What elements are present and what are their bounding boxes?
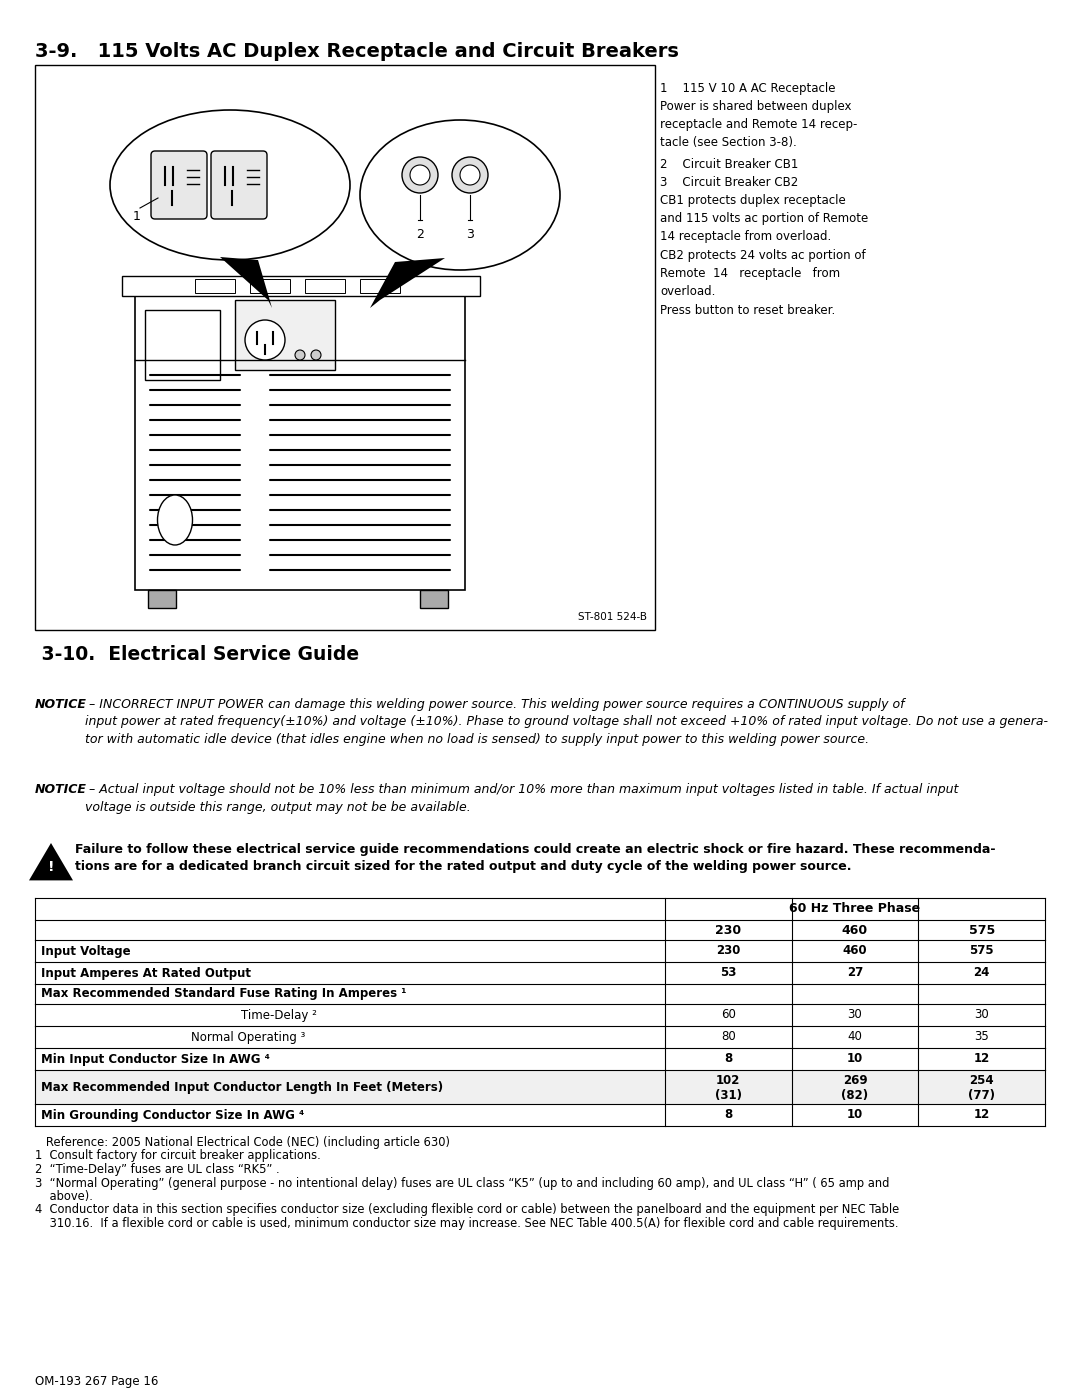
Bar xyxy=(135,291,465,590)
Polygon shape xyxy=(220,257,272,307)
Text: 254: 254 xyxy=(970,1074,994,1087)
Text: 3: 3 xyxy=(465,228,474,242)
Bar xyxy=(35,1070,1045,1104)
Text: Failure to follow these electrical service guide recommendations could create an: Failure to follow these electrical servi… xyxy=(75,842,996,873)
Bar xyxy=(122,277,480,296)
Text: Min Input Conductor Size In AWG ⁴: Min Input Conductor Size In AWG ⁴ xyxy=(41,1052,270,1066)
Circle shape xyxy=(295,351,305,360)
Bar xyxy=(35,940,1045,963)
Text: 460: 460 xyxy=(842,944,867,957)
Text: 230: 230 xyxy=(716,944,741,957)
Text: 102: 102 xyxy=(716,1074,741,1087)
Ellipse shape xyxy=(158,495,192,545)
Text: Normal Operating ³: Normal Operating ³ xyxy=(191,1031,306,1044)
Text: 60 Hz Three Phase: 60 Hz Three Phase xyxy=(789,902,920,915)
Text: 1    115 V 10 A AC Receptacle: 1 115 V 10 A AC Receptacle xyxy=(660,82,836,95)
FancyBboxPatch shape xyxy=(151,151,207,219)
Text: 12: 12 xyxy=(973,1052,989,1066)
Text: !: ! xyxy=(48,859,54,873)
Text: 8: 8 xyxy=(725,1052,732,1066)
Text: 269: 269 xyxy=(842,1074,867,1087)
Text: Press button to reset breaker.: Press button to reset breaker. xyxy=(660,305,835,317)
Circle shape xyxy=(402,156,438,193)
Text: 24: 24 xyxy=(973,967,990,979)
Text: OM-193 267 Page 16: OM-193 267 Page 16 xyxy=(35,1375,159,1389)
Text: (82): (82) xyxy=(841,1088,868,1101)
Text: 27: 27 xyxy=(847,967,863,979)
Text: 310.16.  If a flexible cord or cable is used, minimum conductor size may increas: 310.16. If a flexible cord or cable is u… xyxy=(35,1217,899,1229)
Text: 10: 10 xyxy=(847,1108,863,1122)
Text: – INCORRECT INPUT POWER can damage this welding power source. This welding power: – INCORRECT INPUT POWER can damage this … xyxy=(85,698,1048,746)
Bar xyxy=(35,1048,1045,1070)
Text: above).: above). xyxy=(35,1190,93,1203)
Circle shape xyxy=(245,320,285,360)
Text: 2    Circuit Breaker CB1: 2 Circuit Breaker CB1 xyxy=(660,158,798,170)
Polygon shape xyxy=(29,842,73,880)
Bar xyxy=(195,279,235,293)
Bar xyxy=(35,898,1045,921)
Text: Max Recommended Input Conductor Length In Feet (Meters): Max Recommended Input Conductor Length I… xyxy=(41,1080,443,1094)
Text: Input Voltage: Input Voltage xyxy=(41,944,131,957)
Text: 3-9.   115 Volts AC Duplex Receptacle and Circuit Breakers: 3-9. 115 Volts AC Duplex Receptacle and … xyxy=(35,42,679,61)
Text: 30: 30 xyxy=(974,1009,989,1021)
Polygon shape xyxy=(370,258,445,307)
Text: (31): (31) xyxy=(715,1088,742,1101)
Text: 80: 80 xyxy=(721,1031,735,1044)
Text: 3-10.  Electrical Service Guide: 3-10. Electrical Service Guide xyxy=(35,645,360,664)
Bar xyxy=(35,983,1045,1004)
Text: Power is shared between duplex
receptacle and Remote 14 recep-
tacle (see Sectio: Power is shared between duplex receptacl… xyxy=(660,101,858,149)
Text: 2: 2 xyxy=(416,228,423,242)
Text: (77): (77) xyxy=(968,1088,995,1101)
Text: 460: 460 xyxy=(842,923,868,936)
Text: 2  “Time-Delay” fuses are UL class “RK5” .: 2 “Time-Delay” fuses are UL class “RK5” … xyxy=(35,1162,280,1176)
Bar xyxy=(235,300,335,370)
Bar xyxy=(360,279,400,293)
Text: NOTICE: NOTICE xyxy=(35,698,86,711)
Text: 4  Conductor data in this section specifies conductor size (excluding flexible c: 4 Conductor data in this section specifi… xyxy=(35,1203,900,1217)
Text: 575: 575 xyxy=(970,944,994,957)
Text: 60: 60 xyxy=(720,1009,735,1021)
Text: 8: 8 xyxy=(725,1108,732,1122)
Bar xyxy=(420,590,448,608)
Text: Input Amperes At Rated Output: Input Amperes At Rated Output xyxy=(41,967,251,979)
Text: 10: 10 xyxy=(847,1052,863,1066)
Text: 12: 12 xyxy=(973,1108,989,1122)
Bar xyxy=(35,921,1045,940)
Circle shape xyxy=(460,165,480,184)
Text: CB1 protects duplex receptacle
and 115 volts ac portion of Remote
14 receptacle : CB1 protects duplex receptacle and 115 v… xyxy=(660,194,868,243)
Text: 575: 575 xyxy=(969,923,995,936)
Bar xyxy=(35,1025,1045,1048)
Text: 230: 230 xyxy=(715,923,741,936)
Text: 35: 35 xyxy=(974,1031,989,1044)
Text: Reference: 2005 National Electrical Code (NEC) (including article 630): Reference: 2005 National Electrical Code… xyxy=(35,1136,450,1148)
Text: NOTICE: NOTICE xyxy=(35,782,86,796)
Text: Min Grounding Conductor Size In AWG ⁴: Min Grounding Conductor Size In AWG ⁴ xyxy=(41,1108,305,1122)
Text: 1  Consult factory for circuit breaker applications.: 1 Consult factory for circuit breaker ap… xyxy=(35,1150,321,1162)
Text: 53: 53 xyxy=(720,967,737,979)
Bar xyxy=(35,963,1045,983)
Text: 3    Circuit Breaker CB2: 3 Circuit Breaker CB2 xyxy=(660,176,798,189)
Text: – Actual input voltage should not be 10% less than minimum and/or 10% more than : – Actual input voltage should not be 10%… xyxy=(85,782,958,813)
Bar xyxy=(148,590,176,608)
Bar xyxy=(35,66,654,630)
Text: CB2 protects 24 volts ac portion of
Remote  14   receptacle   from
overload.: CB2 protects 24 volts ac portion of Remo… xyxy=(660,249,866,298)
Ellipse shape xyxy=(360,120,561,270)
Text: 40: 40 xyxy=(848,1031,863,1044)
FancyBboxPatch shape xyxy=(211,151,267,219)
Bar xyxy=(145,310,220,380)
Bar xyxy=(305,279,345,293)
Text: 30: 30 xyxy=(848,1009,862,1021)
Text: 1: 1 xyxy=(133,210,140,224)
Bar xyxy=(35,1104,1045,1126)
Ellipse shape xyxy=(110,110,350,260)
Text: Time-Delay ²: Time-Delay ² xyxy=(241,1009,316,1021)
Text: ST-801 524-B: ST-801 524-B xyxy=(578,612,647,622)
Text: 3  “Normal Operating” (general purpose - no intentional delay) fuses are UL clas: 3 “Normal Operating” (general purpose - … xyxy=(35,1176,889,1189)
Circle shape xyxy=(311,351,321,360)
Bar xyxy=(35,1004,1045,1025)
Circle shape xyxy=(453,156,488,193)
Text: Max Recommended Standard Fuse Rating In Amperes ¹: Max Recommended Standard Fuse Rating In … xyxy=(41,988,406,1000)
Bar xyxy=(249,279,291,293)
Circle shape xyxy=(410,165,430,184)
